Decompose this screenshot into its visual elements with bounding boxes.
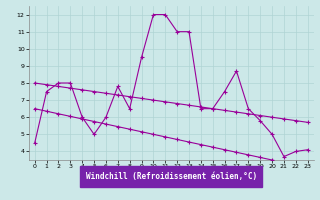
X-axis label: Windchill (Refroidissement éolien,°C): Windchill (Refroidissement éolien,°C) [86, 172, 257, 181]
